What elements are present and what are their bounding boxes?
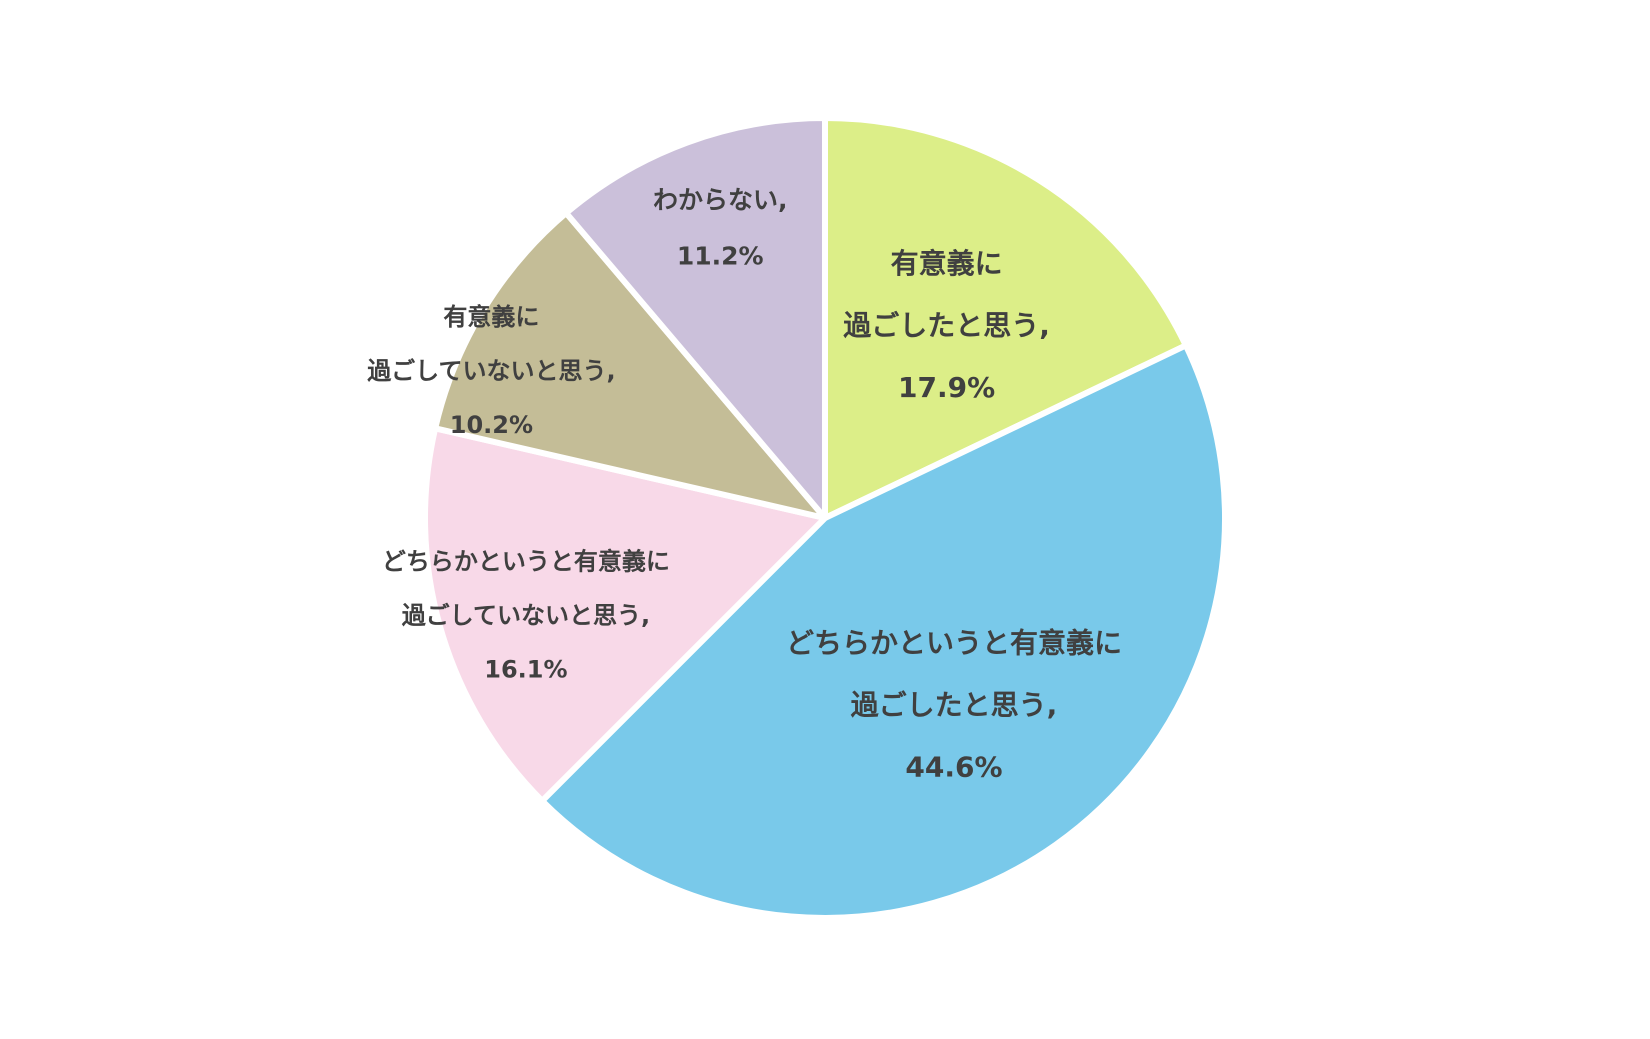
slice-label-5: わからない, 11.2% bbox=[653, 185, 788, 270]
slice-category-label: どちらかというと有意義に bbox=[786, 627, 1122, 660]
slice-value-label: 17.9% bbox=[898, 371, 995, 404]
slice-value-label: 10.2% bbox=[450, 411, 533, 439]
slice-category-label: 過ごしていないと思う, bbox=[367, 357, 615, 385]
slice-category-label: 有意義に bbox=[443, 303, 539, 331]
pie-slice-1 bbox=[822, 115, 1189, 521]
pie-slice-5 bbox=[563, 115, 828, 521]
pie-slices bbox=[422, 115, 1228, 921]
slice-value-label: 11.2% bbox=[677, 241, 764, 270]
slice-label-1: 有意義に過ごしたと思う, 17.9% bbox=[843, 247, 1050, 404]
slice-category-label: どちらかというと有意義に bbox=[382, 548, 670, 576]
slice-category-label: わからない, bbox=[653, 185, 788, 214]
slice-category-label: 有意義に bbox=[891, 247, 1003, 280]
slice-value-label: 16.1% bbox=[484, 656, 567, 684]
slice-category-label: 過ごしていないと思う, bbox=[402, 602, 650, 630]
pie-slice-3 bbox=[422, 425, 828, 804]
slice-value-label: 44.6% bbox=[905, 751, 1002, 784]
slice-category-label: 過ごしたと思う, bbox=[843, 309, 1050, 342]
slice-labels: 有意義に過ごしたと思う, 17.9%どちらかというと有意義に過ごしたと思う, 44.… bbox=[367, 185, 1122, 783]
slice-label-3: どちらかというと有意義に過ごしていないと思う, 16.1% bbox=[382, 548, 670, 684]
slice-category-label: 過ごしたと思う, bbox=[851, 689, 1058, 722]
pie-slice-4 bbox=[432, 210, 828, 521]
pie-slice-2 bbox=[539, 342, 1228, 921]
slice-label-4: 有意義に過ごしていないと思う, 10.2% bbox=[367, 303, 615, 439]
slice-label-2: どちらかというと有意義に過ごしたと思う, 44.6% bbox=[786, 627, 1122, 784]
